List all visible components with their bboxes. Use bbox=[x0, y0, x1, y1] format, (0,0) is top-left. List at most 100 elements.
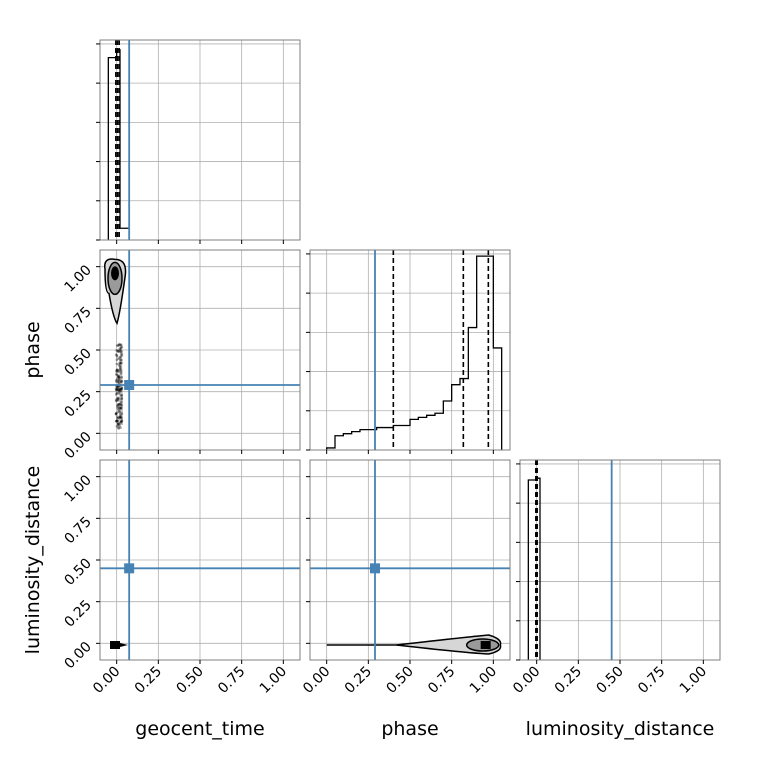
sample-point bbox=[117, 375, 120, 379]
sample-point bbox=[116, 398, 120, 402]
sample-point bbox=[117, 369, 121, 373]
sample-point bbox=[117, 423, 120, 427]
y-tick-label: 1.00 bbox=[61, 262, 94, 295]
sample-point bbox=[119, 415, 122, 419]
sample-point bbox=[117, 397, 120, 400]
sample-point bbox=[119, 387, 123, 391]
sample-point bbox=[114, 412, 118, 416]
sample-point bbox=[115, 388, 118, 392]
x-tick-label: 1.00 bbox=[467, 664, 500, 697]
sample-point bbox=[118, 362, 122, 365]
sample-point bbox=[117, 409, 121, 413]
sample-point bbox=[117, 392, 121, 395]
sample-point bbox=[117, 350, 120, 353]
sample-point bbox=[114, 419, 118, 423]
truth-marker bbox=[124, 563, 135, 574]
sample-point bbox=[120, 358, 123, 362]
sample-point bbox=[117, 408, 120, 411]
sample-point bbox=[114, 412, 118, 416]
sample-point bbox=[118, 343, 121, 347]
panel-content bbox=[100, 250, 300, 450]
sample-point bbox=[115, 344, 119, 347]
sample-point bbox=[115, 370, 118, 373]
sample-point bbox=[114, 398, 118, 401]
sample-point bbox=[114, 353, 118, 356]
sample-point bbox=[116, 403, 120, 406]
density-mode bbox=[110, 641, 120, 649]
sample-point bbox=[116, 404, 119, 407]
sample-point bbox=[115, 388, 118, 391]
sample-point bbox=[117, 416, 120, 420]
sample-point bbox=[117, 374, 120, 378]
sample-point bbox=[115, 377, 119, 381]
sample-point bbox=[117, 422, 120, 426]
panel-content bbox=[100, 40, 300, 240]
sample-point bbox=[120, 406, 123, 409]
sample-point bbox=[116, 368, 119, 372]
x-axis-label-phase: phase bbox=[381, 718, 438, 740]
sample-point bbox=[118, 348, 122, 352]
sample-point bbox=[118, 376, 122, 379]
sample-point bbox=[120, 416, 123, 420]
sample-point bbox=[116, 386, 119, 389]
x-tick-label: 0.00 bbox=[510, 664, 543, 697]
sample-point bbox=[117, 385, 120, 389]
sample-point bbox=[114, 387, 118, 390]
sample-point bbox=[115, 424, 119, 428]
sample-point bbox=[119, 416, 123, 419]
sample-point bbox=[117, 363, 121, 367]
sample-point bbox=[120, 387, 124, 390]
sample-point bbox=[115, 419, 119, 423]
sample-point bbox=[118, 424, 121, 428]
sample-point bbox=[117, 370, 120, 374]
sample-point bbox=[115, 380, 118, 383]
sample-point bbox=[120, 345, 124, 349]
sample-point bbox=[115, 368, 119, 371]
sample-point bbox=[117, 343, 121, 347]
sample-point bbox=[115, 411, 118, 415]
truth-marker bbox=[124, 380, 135, 390]
sample-point bbox=[120, 379, 124, 383]
sample-point bbox=[116, 396, 120, 400]
x-tick-label: 0.50 bbox=[383, 664, 416, 697]
hist-panel-luminosity_distance: 0.00 0.25 0.50 0.75 1.00 bbox=[510, 459, 721, 697]
sample-point bbox=[119, 355, 122, 359]
x-tick-label: 0.25 bbox=[132, 664, 165, 697]
sample-point bbox=[118, 365, 122, 369]
x-axis-label-luminosity_distance: luminosity_distance bbox=[526, 718, 715, 740]
sample-point bbox=[116, 421, 120, 425]
sample-point bbox=[117, 388, 121, 392]
sample-point bbox=[119, 389, 123, 392]
sample-point bbox=[119, 421, 122, 425]
density-panel-phase-vs-geocent_time: 0.00 0.25 0.50 0.75 1.00 bbox=[61, 249, 301, 462]
sample-point bbox=[119, 388, 123, 391]
sample-point bbox=[120, 412, 124, 415]
sample-point bbox=[119, 406, 122, 410]
sample-point bbox=[116, 397, 119, 400]
sample-point bbox=[115, 386, 119, 390]
sample-point bbox=[115, 368, 119, 372]
x-tick-label: 0.50 bbox=[173, 664, 206, 697]
y-tick-label: 0.25 bbox=[61, 387, 94, 420]
y-tick-label: 1.00 bbox=[61, 472, 94, 505]
sample-point bbox=[120, 352, 124, 356]
sample-point bbox=[114, 399, 118, 403]
sample-point bbox=[120, 380, 123, 383]
density-panel-luminosity_distance-vs-phase: 0.00 0.25 0.50 0.75 1.00 bbox=[300, 459, 511, 697]
sample-point bbox=[117, 405, 121, 409]
x-tick-label: 0.75 bbox=[215, 664, 248, 697]
sample-point bbox=[118, 347, 122, 350]
panel-content bbox=[100, 460, 300, 660]
sample-point bbox=[119, 402, 122, 405]
sample-point bbox=[116, 379, 120, 383]
sample-point bbox=[114, 393, 118, 396]
sample-point bbox=[118, 364, 122, 368]
histogram-step-geocent_time bbox=[107, 49, 130, 240]
y-axis-label-luminosity_distance: luminosity_distance bbox=[22, 466, 44, 655]
sample-point bbox=[119, 420, 123, 423]
sample-point bbox=[120, 419, 124, 422]
sample-point bbox=[118, 361, 122, 364]
sample-point bbox=[119, 380, 123, 384]
sample-point bbox=[119, 361, 122, 365]
sample-point bbox=[115, 373, 118, 376]
